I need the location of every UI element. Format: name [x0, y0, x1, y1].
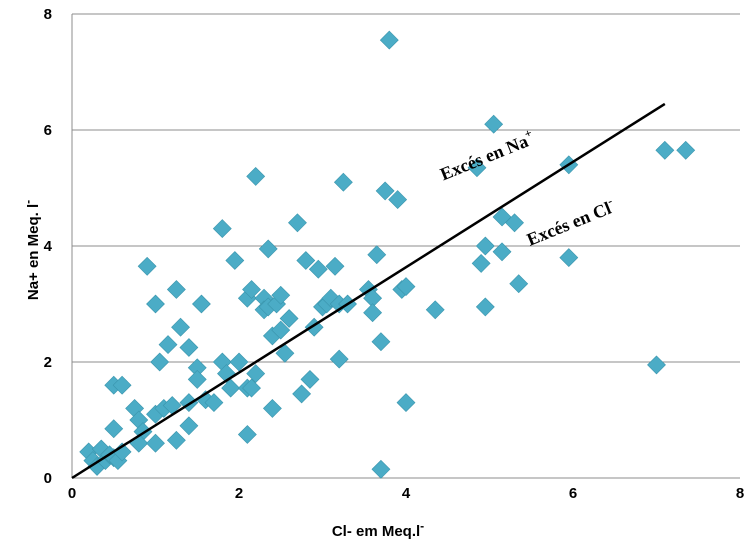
data-point: [655, 140, 675, 160]
data-point: [425, 300, 445, 320]
data-point: [379, 30, 399, 50]
data-point: [179, 416, 199, 436]
data-point: [275, 343, 295, 363]
data-point: [271, 285, 291, 305]
data-point: [242, 378, 261, 398]
data-point: [300, 369, 320, 389]
data-point: [375, 181, 395, 201]
data-point: [246, 364, 266, 384]
x-tick-label: 4: [402, 485, 411, 502]
data-point: [112, 375, 132, 395]
data-point: [647, 355, 666, 375]
data-point: [246, 166, 266, 186]
data-point: [171, 317, 190, 337]
data-point: [367, 245, 387, 265]
data-point: [296, 251, 316, 270]
data-point: [262, 398, 282, 418]
y-tick-label: 4: [44, 238, 53, 255]
data-point: [333, 172, 353, 192]
data-point: [288, 213, 307, 233]
data-point: [166, 280, 186, 299]
data-point: [509, 274, 529, 294]
data-point: [467, 158, 487, 178]
data-point: [492, 242, 512, 262]
data-point: [150, 352, 170, 372]
data-point: [242, 280, 261, 299]
axes: [71, 14, 740, 479]
data-point: [505, 213, 524, 233]
y-tick-label: 6: [44, 122, 52, 139]
annotation-na-excess: Excés en Na+: [436, 126, 537, 185]
data-point: [308, 259, 328, 279]
data-point: [475, 236, 495, 256]
data-point: [104, 419, 124, 439]
y-tick-label: 8: [44, 6, 52, 23]
x-tick-label: 2: [235, 485, 243, 502]
data-point: [475, 297, 495, 317]
data-point: [559, 248, 579, 268]
y-axis-title: Na+ en Meq. l-: [21, 200, 42, 300]
data-point: [325, 256, 345, 276]
data-point: [225, 251, 245, 270]
data-point: [146, 294, 165, 314]
x-tick-label: 0: [68, 485, 76, 502]
tick-labels: 0 2 4 6 8 0 2 4 6 8: [44, 6, 745, 502]
y-tick-label: 0: [44, 470, 52, 487]
data-point: [396, 277, 416, 297]
data-point: [237, 425, 257, 444]
data-point: [271, 320, 291, 340]
data-point: [396, 393, 416, 413]
gridlines: [72, 13, 740, 363]
data-point: [192, 294, 211, 314]
data-point: [329, 349, 349, 369]
data-point: [146, 433, 165, 453]
data-point: [221, 378, 241, 398]
x-tick-label: 6: [569, 485, 577, 502]
y-tick-label: 2: [44, 354, 52, 371]
data-point: [292, 384, 312, 404]
data-point: [158, 335, 178, 355]
data-points: [79, 30, 696, 479]
trend-line: [71, 102, 666, 480]
data-point: [179, 338, 199, 357]
annotation-cl-excess: Excés en Cl-: [523, 194, 618, 250]
data-point: [279, 309, 299, 328]
data-point: [229, 352, 249, 372]
trend-line-group: [71, 102, 666, 480]
data-point: [388, 190, 408, 210]
data-point: [371, 332, 391, 352]
data-point: [166, 430, 186, 450]
data-point: [137, 256, 157, 276]
x-axis-title: Cl- em Meq.l-: [332, 519, 424, 540]
data-point: [371, 459, 391, 479]
data-point: [484, 114, 504, 134]
data-point: [471, 253, 491, 273]
data-point: [187, 369, 207, 389]
data-point: [204, 393, 224, 413]
data-point: [258, 239, 278, 259]
x-tick-label: 8: [736, 485, 744, 502]
data-point: [212, 219, 232, 239]
data-point: [676, 140, 696, 160]
data-point: [363, 303, 383, 323]
